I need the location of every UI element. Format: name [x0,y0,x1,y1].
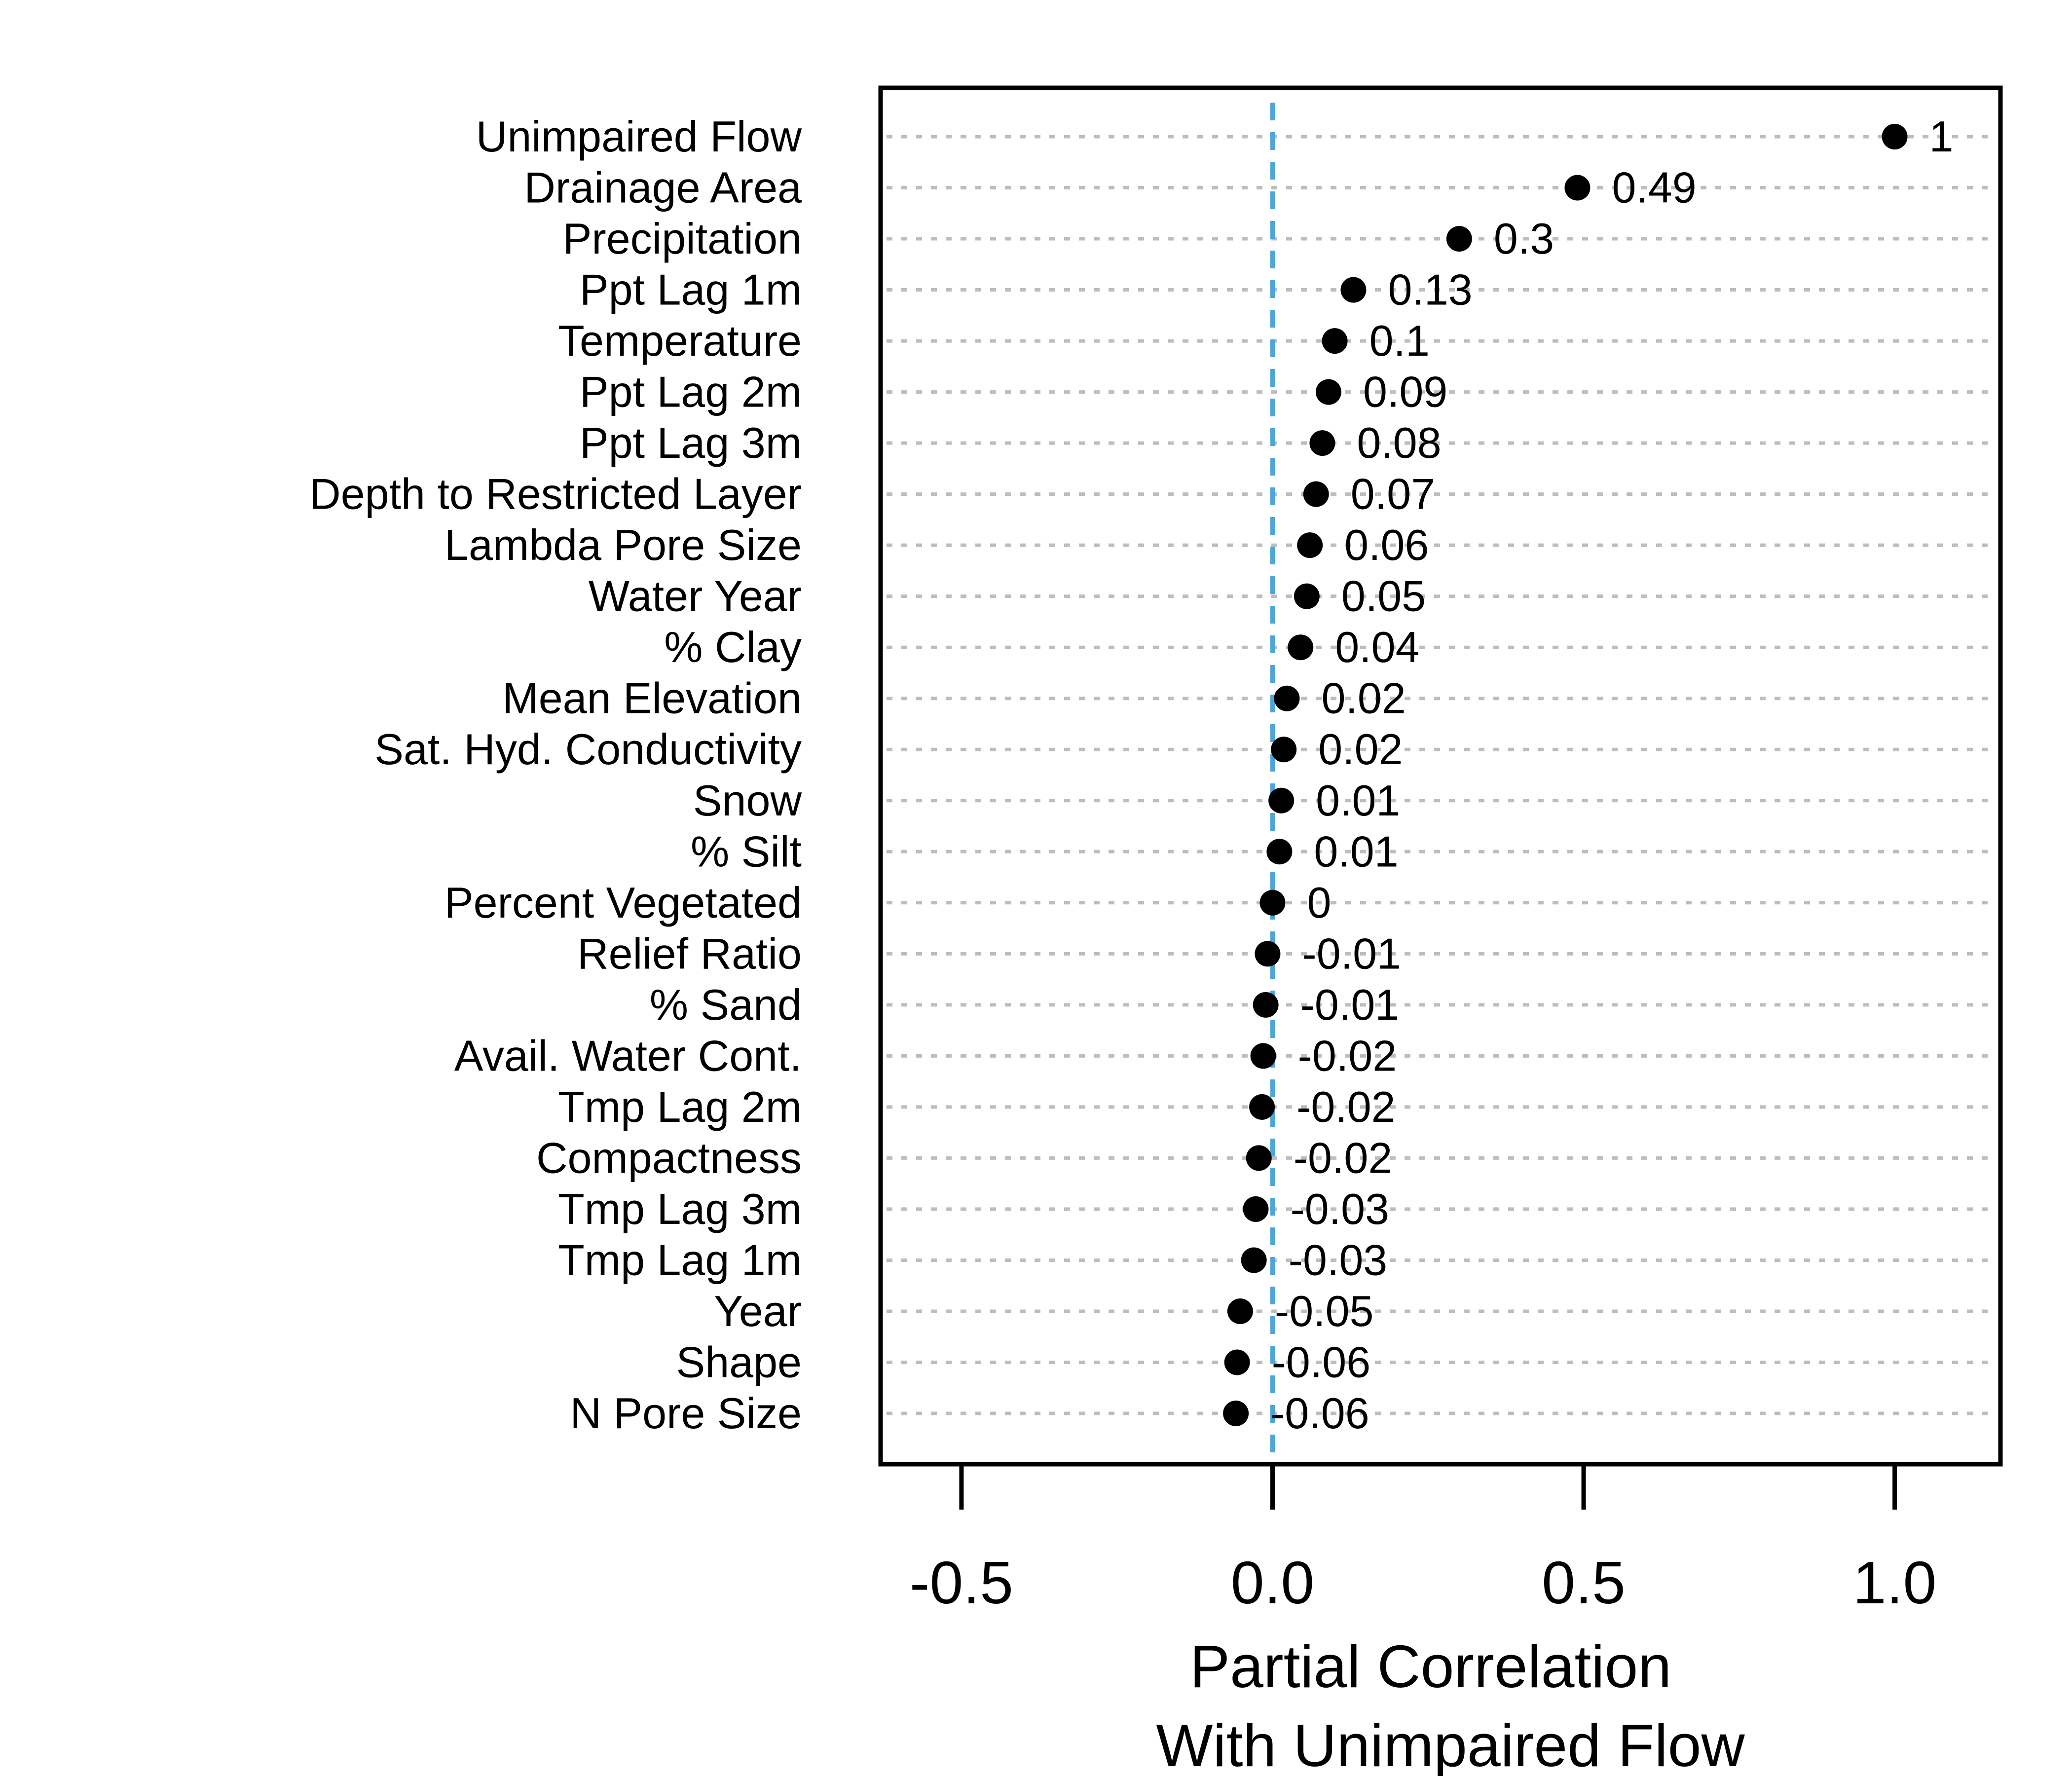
value-label: -0.01 [1300,980,1400,1029]
x-tick-label: 1.0 [1853,1549,1937,1616]
data-point [1259,889,1286,916]
value-label: 0.04 [1335,623,1419,671]
category-label: % Silt [691,827,802,876]
data-point [1223,1401,1249,1426]
category-label: Tmp Lag 1m [558,1235,802,1284]
data-point [1294,583,1320,609]
data-point [1446,226,1472,252]
category-label: % Sand [650,980,802,1029]
category-label: Ppt Lag 1m [580,265,802,314]
data-point [1266,839,1293,865]
data-point [1253,992,1279,1018]
value-label: -0.06 [1272,1337,1371,1386]
value-label: 1 [1929,112,1954,161]
category-label: Lambda Pore Size [444,520,802,569]
value-label: 0.05 [1341,572,1426,621]
value-label: -0.02 [1294,1133,1393,1182]
category-label: Avail. Water Cont. [454,1031,802,1080]
value-label: 0.08 [1357,418,1441,467]
category-label: Unimpaired Flow [476,112,802,161]
category-label: Tmp Lag 3m [558,1184,802,1233]
value-label: 0.1 [1369,316,1430,365]
category-label: Drainage Area [524,163,802,212]
value-label: 0.09 [1363,368,1447,416]
data-point [1340,277,1367,303]
value-label: -0.03 [1289,1235,1388,1284]
value-label: 0 [1307,878,1332,927]
category-label: Precipitation [563,214,802,263]
category-label: Percent Vegetated [444,878,802,927]
grid-lines [887,135,1995,1415]
category-label: Shape [676,1337,802,1386]
value-label: -0.02 [1298,1031,1397,1080]
data-point [1303,481,1329,507]
data-point [1564,175,1591,201]
value-label: 0.07 [1351,470,1435,518]
value-label: -0.03 [1290,1184,1389,1233]
data-points [1223,124,1908,1426]
data-point [1316,379,1341,405]
x-tick-label: -0.5 [910,1549,1013,1616]
category-label: Sat. Hyd. Conductivity [374,725,802,774]
category-label: N Pore Size [570,1389,802,1438]
data-point [1882,124,1908,149]
value-label: -0.02 [1296,1082,1396,1131]
value-label: -0.01 [1302,929,1401,978]
data-point [1274,685,1300,711]
x-tick-label: 0.5 [1542,1549,1626,1616]
category-label: Snow [693,776,802,825]
data-point [1246,1145,1272,1171]
data-point [1271,737,1297,763]
data-point [1250,1043,1276,1069]
category-label: Relief Ratio [577,929,802,978]
x-axis-title-line-1: Partial Correlation [1190,1633,1671,1700]
data-point [1268,787,1295,814]
data-point [1297,532,1323,558]
x-tick-label: 0.0 [1231,1549,1315,1616]
value-label: 0.13 [1388,265,1472,314]
value-label: 0.06 [1344,520,1429,569]
value-label: 0.3 [1494,214,1554,263]
value-labels: 10.490.30.130.10.090.080.070.060.050.040… [1270,112,1953,1438]
x-axis-ticks: -0.5 0.0 0.5 1.0 [910,1464,1937,1616]
value-label: 0.02 [1322,674,1406,723]
value-label: 0.49 [1612,163,1696,212]
category-label: Mean Elevation [502,674,802,723]
value-label: -0.06 [1270,1389,1369,1438]
category-label: Temperature [558,316,802,365]
data-point [1224,1349,1250,1375]
value-label: 0.01 [1314,827,1398,876]
category-label: Tmp Lag 2m [558,1082,802,1131]
category-label: Water Year [589,572,802,621]
value-label: -0.05 [1275,1287,1374,1335]
data-point [1227,1298,1253,1324]
category-label: Compactness [536,1133,802,1182]
category-label: % Clay [664,623,802,671]
category-label: Depth to Restricted Layer [309,470,802,518]
category-label: Ppt Lag 2m [580,368,802,416]
data-point [1243,1196,1269,1222]
x-axis-title-line-2: With Unimpaired Flow [1156,1712,1745,1776]
data-point [1322,328,1348,354]
category-label: Ppt Lag 3m [580,418,802,467]
data-point [1288,634,1314,661]
x-axis: -0.5 0.0 0.5 1.0 [910,1462,1937,1616]
data-point [1241,1247,1267,1273]
category-label: Year [714,1287,802,1335]
value-label: 0.02 [1318,725,1403,774]
data-point [1255,941,1281,967]
data-point [1309,430,1335,456]
value-label: 0.01 [1316,776,1400,825]
data-point [1249,1094,1275,1120]
